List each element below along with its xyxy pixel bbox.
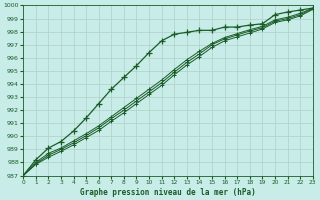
X-axis label: Graphe pression niveau de la mer (hPa): Graphe pression niveau de la mer (hPa) (80, 188, 256, 197)
